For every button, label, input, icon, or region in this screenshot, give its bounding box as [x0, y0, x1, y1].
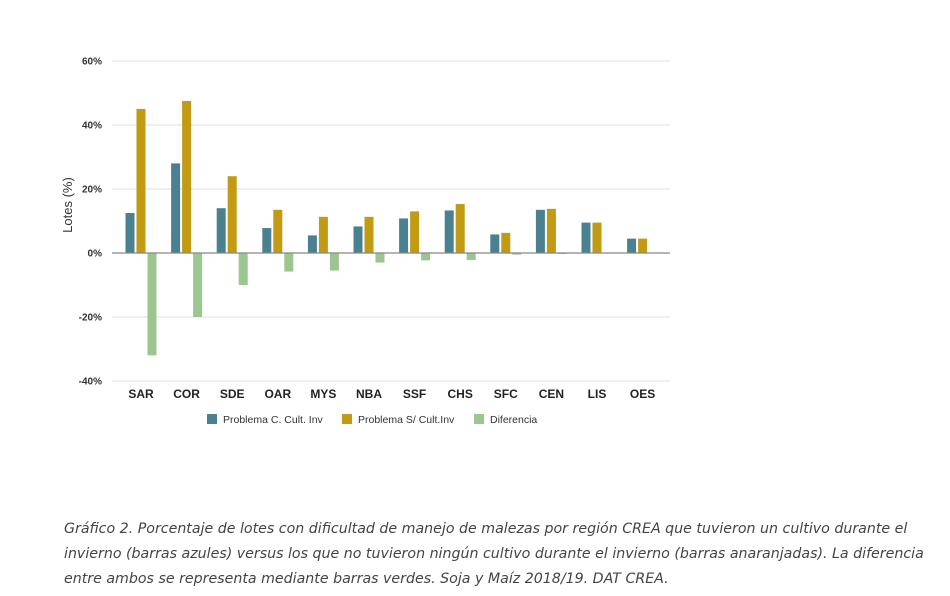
x-category-label: NBA: [356, 387, 382, 401]
legend-label-series-2: Problema S/ Cult.Inv: [358, 414, 455, 426]
bar-oar-series-2: [273, 209, 283, 253]
x-category-label: CHS: [448, 387, 473, 401]
bar-chs-series-3: [466, 253, 476, 261]
x-category-label: CEN: [539, 387, 564, 401]
bar-ssf-series-1: [399, 218, 409, 253]
bar-sar-series-2: [136, 109, 146, 253]
bar-cor-series-3: [193, 253, 203, 317]
bars: [125, 101, 659, 356]
bar-cor-series-2: [182, 101, 192, 253]
bar-sde-series-2: [227, 176, 237, 253]
x-category-label: COR: [173, 387, 200, 401]
bar-nba-series-3: [375, 253, 385, 263]
legend-swatch-series-3: [474, 414, 484, 424]
legend-label-series-3: Diferencia: [490, 414, 537, 426]
bar-mys-series-1: [307, 235, 317, 253]
bar-nba-series-2: [364, 216, 374, 253]
chart: 60% 40% 20% 0% -20% -40% SAR COR SDE OAR MYS NBA SS…: [60, 57, 670, 426]
legend-label-series-1: Problema C. Cult. Inv: [223, 414, 324, 426]
y-tick-label: 40%: [82, 121, 102, 132]
bar-mys-series-3: [329, 253, 339, 271]
x-category-label: SSF: [403, 387, 426, 401]
x-category-label: SFC: [494, 387, 518, 401]
bar-nba-series-1: [353, 226, 363, 253]
bar-cen-series-1: [535, 209, 545, 253]
bar-lis-series-1: [581, 222, 591, 253]
y-tick-labels: 60% 40% 20% 0% -20% -40%: [79, 57, 102, 388]
y-axis-label: Lotes (%): [60, 177, 75, 233]
bar-oar-series-3: [284, 253, 294, 272]
bar-oes-series-1: [627, 238, 637, 253]
x-category-label: SDE: [220, 387, 245, 401]
y-tick-label: -20%: [79, 313, 102, 324]
bar-cen-series-2: [546, 208, 556, 253]
bar-ssf-series-3: [421, 253, 431, 261]
bar-ssf-series-2: [410, 211, 420, 253]
bar-sfc-series-1: [490, 234, 500, 253]
legend: Problema C. Cult. Inv Problema S/ Cult.In…: [207, 414, 537, 426]
bar-oar-series-1: [262, 228, 272, 253]
bar-mys-series-2: [318, 216, 328, 253]
y-tick-label: 0%: [88, 249, 103, 260]
bar-chs-series-1: [444, 210, 454, 253]
x-category-label: MYS: [310, 387, 336, 401]
y-tick-label: -40%: [79, 377, 102, 388]
bar-sfc-series-2: [501, 232, 511, 253]
x-category-label: SAR: [128, 387, 154, 401]
bar-sar-series-1: [125, 213, 135, 253]
bar-oes-series-2: [638, 238, 648, 253]
bar-chart-svg: 60% 40% 20% 0% -20% -40% SAR COR SDE OAR MYS NBA SS…: [60, 57, 670, 426]
bar-lis-series-2: [592, 222, 602, 253]
y-tick-label: 20%: [82, 185, 102, 196]
legend-swatch-series-2: [342, 414, 352, 424]
y-tick-label: 60%: [82, 57, 102, 68]
bar-sde-series-3: [238, 253, 248, 285]
bar-sde-series-1: [216, 208, 226, 253]
figure-caption: Gráfico 2. Porcentaje de lotes con dific…: [64, 521, 924, 587]
x-category-label: OES: [630, 387, 655, 401]
x-category-label: LIS: [588, 387, 607, 401]
bar-sar-series-3: [147, 253, 157, 356]
legend-swatch-series-1: [207, 414, 217, 424]
bar-cor-series-1: [171, 163, 181, 253]
bar-chs-series-2: [455, 204, 465, 253]
x-category-labels: SAR COR SDE OAR MYS NBA SSF CHS SFC CEN LIS OES: [128, 387, 655, 401]
gridlines: [112, 60, 670, 382]
x-category-label: OAR: [264, 387, 291, 401]
bar-sfc-series-3: [512, 253, 522, 255]
